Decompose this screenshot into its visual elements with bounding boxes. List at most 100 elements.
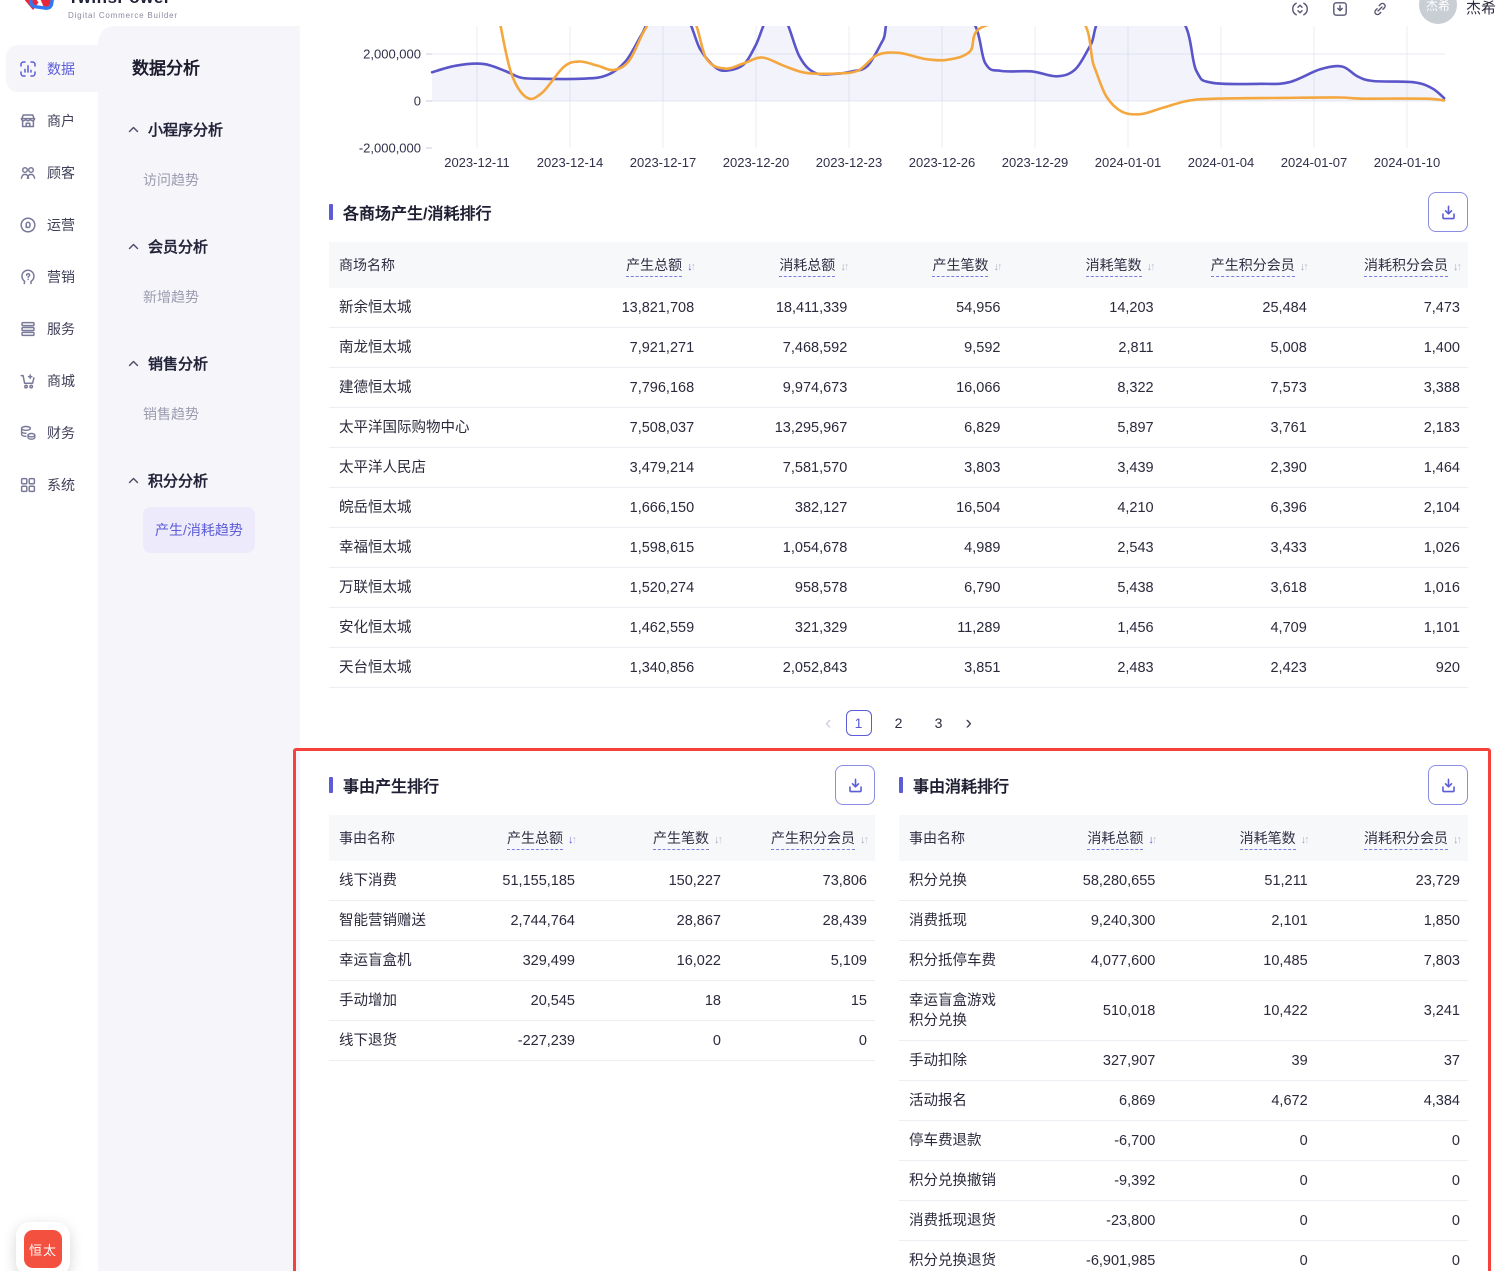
- table-cell: 6,396: [1161, 487, 1315, 528]
- table-row: 新余恒太城 13,821,708 18,411,339 54,956 14,203 25,…: [329, 288, 1468, 328]
- service-list-icon: [18, 319, 38, 339]
- title-marker: [899, 777, 903, 793]
- table-cell: 2,483: [1008, 647, 1162, 688]
- sort-icon[interactable]: ↓↑: [840, 261, 849, 273]
- column-header-3[interactable]: 消耗积分会员 ↓↑: [1315, 815, 1468, 861]
- sort-icon[interactable]: ↓↑: [1301, 834, 1310, 846]
- chevron-right-icon[interactable]: ›: [965, 712, 972, 734]
- table-cell: 1,850: [1315, 900, 1468, 941]
- sort-icon[interactable]: ↓↑: [714, 834, 723, 846]
- menu-section-sales[interactable]: 销售分析: [128, 353, 300, 374]
- x-axis-label: 2024-01-10: [1374, 155, 1441, 170]
- sort-icon[interactable]: ↓↑: [687, 261, 696, 273]
- menu-section-member[interactable]: 会员分析: [128, 236, 300, 257]
- floating-brand-badge[interactable]: 恒太: [16, 1222, 70, 1271]
- sidebar-item-service[interactable]: 服务: [6, 305, 98, 352]
- sidebar-item-merchant[interactable]: 商户: [6, 97, 98, 144]
- sidebar-item-marketing[interactable]: 营销: [6, 253, 98, 300]
- table-cell: 1,520,274: [549, 567, 703, 608]
- link-icon[interactable]: [1371, 0, 1389, 18]
- table-cell: 消费抵现: [899, 900, 1011, 941]
- table-cell: 活动报名: [899, 1080, 1011, 1121]
- menu-section-miniapp[interactable]: 小程序分析: [128, 119, 300, 140]
- sidebar-item-label: 服务: [47, 320, 75, 337]
- table-cell: 1,026: [1314, 527, 1468, 568]
- sort-icon[interactable]: ↓↑: [1453, 261, 1462, 273]
- column-header-3[interactable]: 产生积分会员 ↓↑: [729, 815, 875, 861]
- column-header-1[interactable]: 产生总额 ↓↑: [549, 242, 703, 288]
- table-cell: 54,956: [855, 288, 1009, 328]
- menu-item-produce-consume-trend[interactable]: 产生/消耗趋势: [143, 507, 255, 553]
- menu-section-points[interactable]: 积分分析: [128, 470, 300, 491]
- y-axis-label: -2,000,000: [359, 141, 421, 156]
- column-header-2[interactable]: 消耗笔数 ↓↑: [1163, 815, 1316, 861]
- table-cell: 1,101: [1314, 607, 1468, 648]
- sidebar-item-operations[interactable]: 运营: [6, 201, 98, 248]
- table-cell: 13,821,708: [549, 288, 703, 328]
- chevron-left-icon[interactable]: ‹: [825, 712, 832, 734]
- column-header-1[interactable]: 产生总额 ↓↑: [437, 815, 583, 861]
- download-button[interactable]: [1428, 765, 1468, 805]
- column-header-2[interactable]: 消耗总额 ↓↑: [702, 242, 856, 288]
- download-button[interactable]: [835, 765, 875, 805]
- sort-icon[interactable]: ↓↑: [1300, 261, 1309, 273]
- sort-icon[interactable]: ↓↑: [1453, 834, 1462, 846]
- table-row: 皖岳恒太城 1,666,150 382,127 16,504 4,210 6,396 2,1…: [329, 487, 1468, 528]
- column-header-4[interactable]: 消耗笔数 ↓↑: [1008, 242, 1162, 288]
- table-cell: 0: [583, 1020, 729, 1061]
- table-cell: 10,422: [1163, 980, 1316, 1041]
- table-cell: 18: [583, 980, 729, 1021]
- pagination-page-3[interactable]: 3: [934, 715, 943, 731]
- sidebar-item-mall[interactable]: 商城: [6, 357, 98, 404]
- table-row: 南龙恒太城 7,921,271 7,468,592 9,592 2,811 5,008 1,…: [329, 327, 1468, 368]
- sidebar-item-customers[interactable]: 顾客: [6, 149, 98, 196]
- data-chart-icon: [18, 59, 38, 79]
- table-row: 活动报名 6,869 4,672 4,384: [899, 1080, 1468, 1121]
- table-cell: 1,666,150: [549, 487, 703, 528]
- table-cell: -9,392: [1011, 1160, 1164, 1201]
- sort-icon[interactable]: ↓↑: [1148, 834, 1157, 846]
- table-head-row: 事由名称 产生总额 ↓↑ 产生笔数 ↓↑ 产生积分会员 ↓↑: [329, 815, 875, 861]
- table-cell: 2,183: [1314, 407, 1468, 448]
- table-cell: 0: [1315, 1240, 1468, 1271]
- avatar[interactable]: 杰希: [1418, 0, 1457, 24]
- sidebar-item-system[interactable]: 系统: [6, 461, 98, 508]
- column-header-5[interactable]: 产生积分会员 ↓↑: [1161, 242, 1315, 288]
- brand-name: TwinsPower: [68, 0, 178, 8]
- sort-icon[interactable]: ↓↑: [568, 834, 577, 846]
- column-header-3[interactable]: 产生笔数 ↓↑: [855, 242, 1009, 288]
- pagination-page-1[interactable]: 1: [845, 710, 872, 736]
- version-box-icon[interactable]: [1331, 0, 1349, 18]
- table-cell: 6,869: [1011, 1080, 1164, 1121]
- table-row: 太平洋人民店 3,479,214 7,581,570 3,803 3,439 2,390 1…: [329, 447, 1468, 488]
- column-header-6[interactable]: 消耗积分会员 ↓↑: [1314, 242, 1468, 288]
- column-header-0: 事由名称: [329, 815, 437, 861]
- table-cell: 手动扣除: [899, 1040, 1011, 1081]
- operations-icon: [18, 215, 38, 235]
- sort-icon[interactable]: ↓↑: [993, 261, 1002, 273]
- download-button[interactable]: [1428, 192, 1468, 232]
- table-cell: 幸运盲盒机: [329, 940, 437, 981]
- sidebar-item-label: 商城: [47, 372, 75, 389]
- column-header-2[interactable]: 产生笔数 ↓↑: [583, 815, 729, 861]
- menu-item-new-trend[interactable]: 新增趋势: [143, 289, 199, 305]
- table-cell: 16,504: [855, 487, 1009, 528]
- sidebar-item-finance[interactable]: 财务: [6, 409, 98, 456]
- sort-icon[interactable]: ↓↑: [860, 834, 869, 846]
- sidebar-item-data[interactable]: 数据: [6, 45, 98, 92]
- table-cell: 0: [1315, 1160, 1468, 1201]
- column-header-1[interactable]: 消耗总额 ↓↑: [1011, 815, 1164, 861]
- table-cell: 0: [1163, 1160, 1316, 1201]
- pagination-page-2[interactable]: 2: [894, 715, 903, 731]
- table-cell: 150,227: [583, 861, 729, 901]
- sort-icon[interactable]: ↓↑: [1147, 261, 1156, 273]
- menu-item-sales-trend[interactable]: 销售趋势: [143, 406, 199, 422]
- menu-item-visit-trend[interactable]: 访问趋势: [143, 172, 199, 188]
- customers-icon: [18, 163, 38, 183]
- column-label: 产生总额: [626, 257, 683, 277]
- column-label: 消耗总额: [779, 257, 836, 277]
- sync-icon[interactable]: [1291, 0, 1309, 18]
- table-cell: 3,433: [1161, 527, 1315, 568]
- table-row: 幸福恒太城 1,598,615 1,054,678 4,989 2,543 3,433 1,…: [329, 527, 1468, 568]
- table-cell: 14,203: [1008, 288, 1162, 328]
